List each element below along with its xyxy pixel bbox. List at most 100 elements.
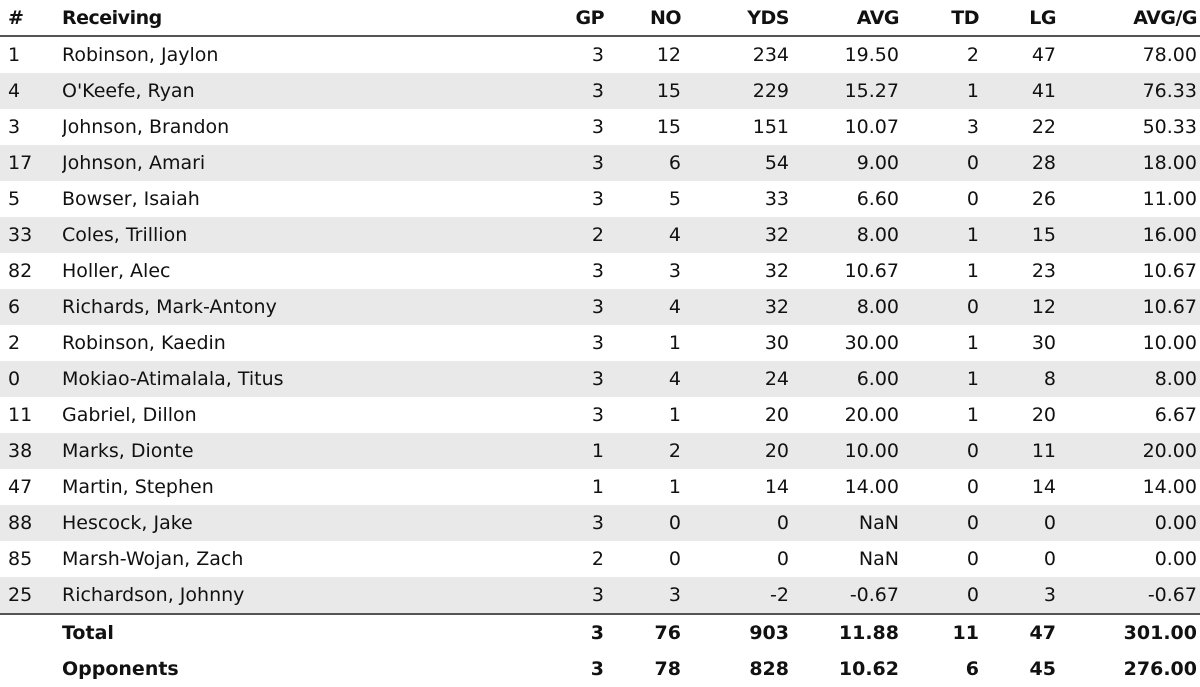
stat-cell: 0 [668, 548, 681, 570]
stat-cell: -2 [684, 577, 792, 614]
stat-cell: 1 [668, 332, 681, 354]
player-name: Bowser, Isaiah [62, 188, 200, 210]
stat-cell: 33 [764, 188, 789, 210]
stat-cell: 38 [0, 433, 62, 469]
stat-cell: 11.00 [1142, 188, 1197, 210]
column-header: LG [982, 0, 1059, 37]
stat-cell: 8 [982, 361, 1059, 397]
stat-cell: 47 [8, 476, 33, 498]
stat-cell: 9.00 [792, 145, 902, 181]
stat-cell: 24 [684, 361, 792, 397]
player-row: 25 Richardson, Johnny 3 3 -2 -0.67 0 3 -0.67 [0, 577, 1200, 614]
player-row: 88 Hescock, Jake 3 0 0 NaN 0 0 0.00 [0, 505, 1200, 541]
stat-cell: 5 [8, 188, 21, 210]
stat-cell: 0.00 [1059, 505, 1200, 541]
stat-cell: 25 [0, 577, 62, 614]
stat-cell: 76.33 [1059, 73, 1200, 109]
stat-cell: 18.00 [1059, 145, 1200, 181]
player-name: Gabriel, Dillon [62, 404, 197, 426]
stat-cell: 8.00 [1059, 361, 1200, 397]
stat-cell: 3 [591, 260, 604, 282]
stat-cell: 20 [1031, 404, 1056, 426]
player-row: 6 Richards, Mark-Antony 3 4 32 8.00 0 12 10.67 [0, 289, 1200, 325]
stat-cell: 10.00 [792, 433, 902, 469]
player-row: 11 Gabriel, Dillon 3 1 20 20.00 1 20 6.67 [0, 397, 1200, 433]
stat-cell: 78 [654, 658, 681, 680]
stat-cell: 0 [966, 476, 979, 498]
stat-cell: 0 [902, 145, 982, 181]
column-header: # [0, 0, 62, 37]
stat-cell: 12 [982, 289, 1059, 325]
stat-cell: 6 [0, 289, 62, 325]
stat-cell: 1 [520, 433, 607, 469]
stat-cell: 0.00 [1154, 548, 1197, 570]
stat-cell: 0 [684, 505, 792, 541]
player-row: 3 Johnson, Brandon 3 15 151 10.07 3 22 50.33 [0, 109, 1200, 145]
stat-cell: 0 [607, 505, 684, 541]
stat-cell: 3 [982, 577, 1059, 614]
player-name: Martin, Stephen [62, 476, 214, 498]
stat-cell: 15 [607, 73, 684, 109]
stat-cell: 17 [0, 145, 62, 181]
total-label: Opponents [62, 658, 179, 680]
stat-cell: 41 [982, 73, 1059, 109]
player-row: 38 Marks, Dionte 1 2 20 10.00 0 11 20.00 [0, 433, 1200, 469]
stat-cell: 20.00 [844, 404, 899, 426]
stat-cell: 3 [591, 44, 604, 66]
player-row: 2 Robinson, Kaedin 3 1 30 30.00 1 30 10.00 [0, 325, 1200, 361]
stat-cell: 3 [8, 116, 21, 138]
stat-cell: 1 [668, 404, 681, 426]
stat-cell: 1 [902, 361, 982, 397]
player-row: 17 Johnson, Amari 3 6 54 9.00 0 28 18.00 [0, 145, 1200, 181]
player-name: Robinson, Kaedin [62, 332, 226, 354]
stat-cell: 3 [966, 116, 979, 138]
stat-cell: 19.50 [844, 44, 899, 66]
stat-cell: 0 [776, 548, 789, 570]
stat-cell: 0 [902, 577, 982, 614]
player-name: Hescock, Jake [62, 505, 520, 541]
stat-cell: 26 [1031, 188, 1056, 210]
stat-cell: 12 [656, 44, 681, 66]
stat-cell: 23 [1031, 260, 1056, 282]
stat-cell: 3 [591, 188, 604, 210]
stat-cell: -0.67 [792, 577, 902, 614]
stat-cell: 78.00 [1142, 44, 1197, 66]
stat-cell: 82 [8, 260, 33, 282]
player-name: Holler, Alec [62, 260, 171, 282]
stat-cell: 76 [607, 613, 684, 651]
stat-cell: NaN [792, 505, 902, 541]
total-label: Total [62, 613, 520, 651]
stat-cell: 2 [966, 44, 979, 66]
empty-cell [0, 613, 62, 651]
stat-cell: 3 [607, 577, 684, 614]
stat-cell: 10.67 [1142, 260, 1197, 282]
stat-cell: 1 [966, 332, 979, 354]
stat-cell: 3 [520, 289, 607, 325]
stat-cell: 0 [902, 433, 982, 469]
stat-cell: 8.00 [792, 217, 902, 253]
stat-cell: 1 [902, 73, 982, 109]
stat-cell: 1 [902, 217, 982, 253]
stat-cell: 20 [764, 404, 789, 426]
player-name: Coles, Trillion [62, 217, 520, 253]
stat-cell: 22 [1031, 116, 1056, 138]
stat-cell: 47 [1031, 44, 1056, 66]
stat-cell: 20.00 [1059, 433, 1200, 469]
stat-cell: 16.00 [1059, 217, 1200, 253]
stat-cell: 0 [966, 188, 979, 210]
player-row: 5 Bowser, Isaiah 3 5 33 6.60 0 26 11.00 [0, 181, 1200, 217]
stat-cell: -0.67 [1059, 577, 1200, 614]
stat-cell: 0 [902, 289, 982, 325]
stat-cell: 33 [0, 217, 62, 253]
stat-cell: 234 [752, 44, 789, 66]
stat-cell: 4 [607, 289, 684, 325]
stat-cell: 0 [902, 505, 982, 541]
total-row: Total 3 76 903 11.88 11 47 301.00 [0, 613, 1200, 651]
stat-cell: 1 [668, 476, 681, 498]
stat-cell: 11 [902, 613, 982, 651]
stat-cell: 15.27 [792, 73, 902, 109]
table-body: 1 Robinson, Jaylon 3 12 234 19.50 2 47 78.00 4 O'K… [0, 36, 1200, 687]
player-name: Richards, Mark-Antony [62, 289, 520, 325]
column-header: TD [902, 0, 982, 37]
